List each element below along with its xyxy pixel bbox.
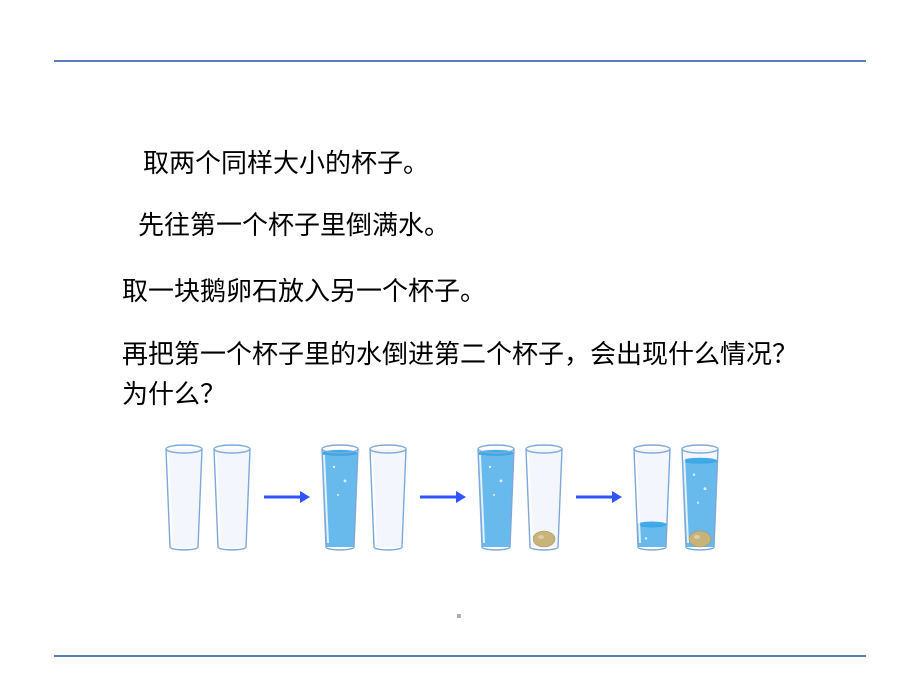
page-cursor: ▪ [456,608,462,626]
step-4-text: 再把第一个杯子里的水倒进第二个杯子，会出现什么情况？为什么？ [122,335,812,416]
cup-left [474,443,518,551]
cup-right [366,443,410,551]
arrow-icon [574,487,622,507]
cup-left [630,443,674,551]
arrow-icon [418,487,466,507]
top-rule [54,60,866,62]
bottom-rule [54,655,866,657]
stage-1 [162,443,254,551]
cup-right [678,443,722,551]
experiment-diagram [162,443,722,551]
step-3-text: 取一块鹅卵石放入另一个杯子。 [122,272,486,312]
stage-2 [318,443,410,551]
step-2-text: 先往第一个杯子里倒满水。 [138,206,450,246]
stage-4 [630,443,722,551]
step-1-text: 取两个同样大小的杯子。 [143,144,429,184]
cup-right [210,443,254,551]
cup-left [162,443,206,551]
stage-3 [474,443,566,551]
arrow-icon [262,487,310,507]
cup-right [522,443,566,551]
cup-left [318,443,362,551]
